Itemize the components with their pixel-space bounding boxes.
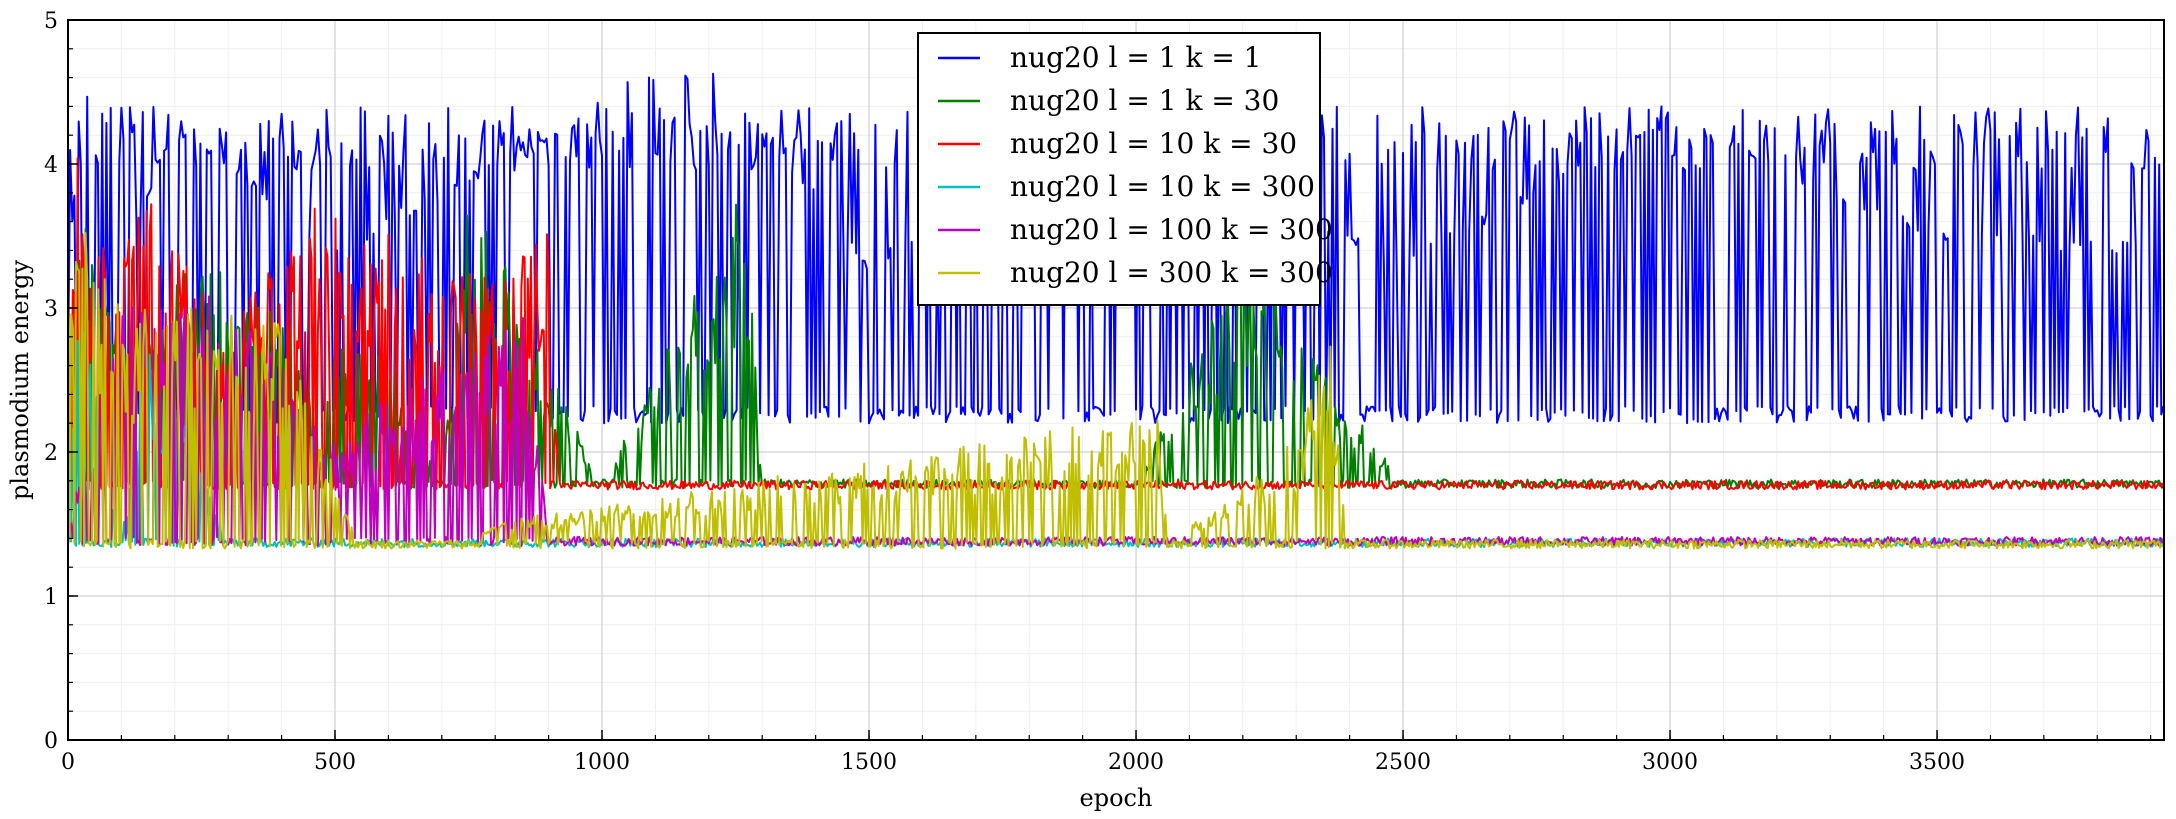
- y-tick-label: 5: [44, 9, 58, 34]
- y-tick-label: 0: [44, 729, 58, 754]
- plot-frame: [67, 19, 2165, 741]
- y-tick-label: 4: [44, 153, 58, 178]
- x-tick-label: 1000: [574, 750, 630, 775]
- legend-entry-label: nug20 l = 1 k = 1: [1010, 41, 1262, 74]
- x-axis-label: epoch: [1080, 784, 1153, 812]
- x-tick-label: 3000: [1642, 750, 1698, 775]
- legend-entry-label: nug20 l = 1 k = 30: [1010, 84, 1279, 117]
- series-line-6: [67, 232, 2164, 550]
- x-axis: 0 500 1000 1500 2000 2500 3000 3500: [61, 730, 2152, 775]
- legend-box: [917, 32, 1321, 306]
- legend-entry-label: nug20 l = 100 k = 300: [1010, 213, 1333, 246]
- x-tick-label: 2000: [1108, 750, 1164, 775]
- y-tick-label: 2: [44, 441, 58, 466]
- y-axis-label: plasmodium energy: [6, 260, 34, 500]
- x-tick-label: 3500: [1909, 750, 1965, 775]
- x-tick-label: 2500: [1375, 750, 1431, 775]
- y-tick-label: 1: [44, 585, 58, 610]
- legend-entry-label: nug20 l = 10 k = 300: [1010, 170, 1315, 203]
- x-tick-label: 0: [61, 750, 75, 775]
- y-axis: 0 1 2 3 4 5: [44, 9, 78, 754]
- x-tick-label: 500: [314, 750, 356, 775]
- legend-entry-label: nug20 l = 10 k = 30: [1010, 127, 1297, 160]
- x-tick-label: 1500: [841, 750, 897, 775]
- y-tick-label: 3: [44, 297, 58, 322]
- legend: nug20 l = 1 k = 1 nug20 l = 1 k = 30 nug20…: [917, 32, 1333, 306]
- legend-entry-label: nug20 l = 300 k = 300: [1010, 256, 1333, 289]
